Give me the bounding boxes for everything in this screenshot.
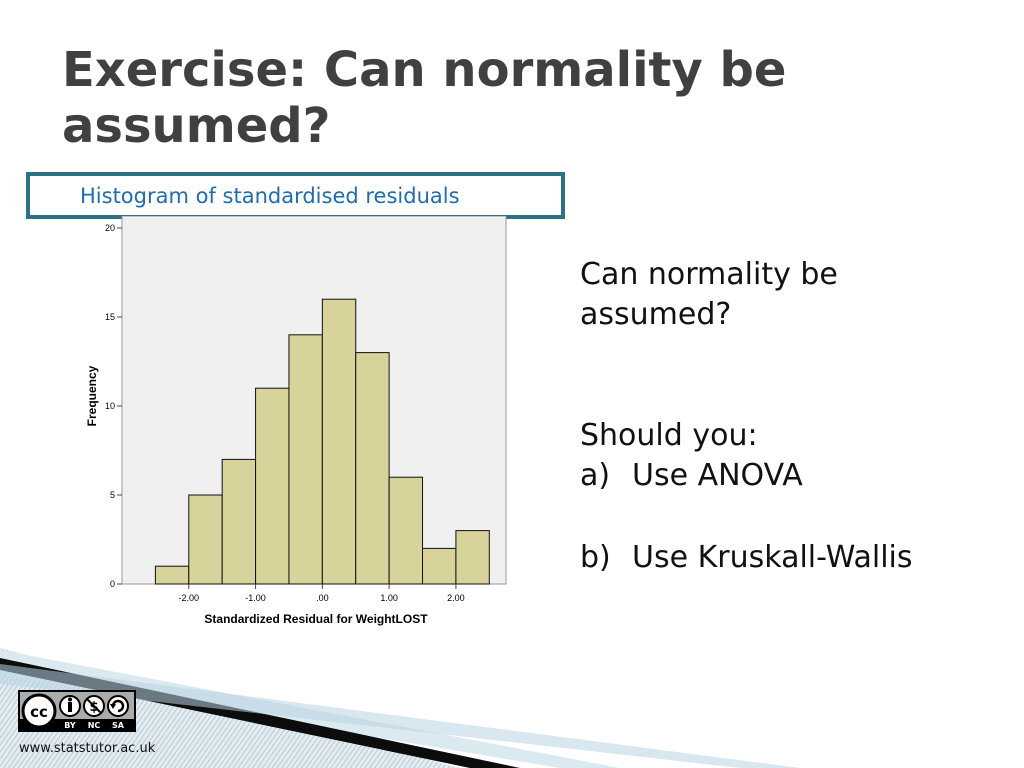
svg-text:$: $ <box>89 700 98 715</box>
license-graphic: cc $ BY NC SA <box>20 692 134 730</box>
histogram-bar-6 <box>355 352 390 585</box>
histogram-chart: 0 5 10 15 20 -2.00 -1.00 .00 1.00 2.00 Frequency… <box>85 216 507 626</box>
histogram-bar-9 <box>455 530 490 585</box>
y-axis-label: Frequency <box>85 365 99 426</box>
x-tick-label-1: -1.00 <box>245 593 266 603</box>
license-nc: NC <box>88 721 101 730</box>
x-tick-label-0: -2.00 <box>179 593 200 603</box>
decorative-stripes <box>0 648 800 768</box>
histogram-bar-0 <box>154 565 190 585</box>
x-axis-label: Standardized Residual for WeightLOST <box>204 612 428 626</box>
question-block: Can normality be assumed? Should you: a)… <box>580 255 1000 578</box>
svg-text:cc: cc <box>30 703 48 721</box>
y-tick-label-0: 0 <box>110 579 115 589</box>
x-tick-label-2: .00 <box>316 593 329 603</box>
histogram-bars <box>154 298 490 585</box>
question-line-2: assumed? <box>580 297 732 332</box>
x-axis-ticks: -2.00 -1.00 .00 1.00 2.00 <box>179 584 465 603</box>
y-tick-label-2: 10 <box>105 401 115 411</box>
histogram-bar-7 <box>388 476 424 585</box>
chart-caption: Histogram of standardised residuals <box>80 184 460 208</box>
histogram-bar-3 <box>255 387 290 585</box>
option-b-text: Use Kruskall-Wallis <box>632 540 913 575</box>
chart-caption-box: Histogram of standardised residuals <box>26 172 565 219</box>
histogram-bar-8 <box>422 547 457 585</box>
y-tick-label-3: 15 <box>105 312 115 322</box>
y-tick-label-4: 20 <box>105 223 115 233</box>
y-axis-ticks: 0 5 10 15 20 <box>105 223 122 589</box>
option-a-text: Use ANOVA <box>632 458 803 493</box>
option-b: b) Use Kruskall-Wallis <box>580 538 1000 578</box>
x-tick-label-3: 1.00 <box>380 593 398 603</box>
y-tick-label-1: 5 <box>110 490 115 500</box>
cc-by-nc-sa-icon: cc $ BY NC SA <box>18 690 136 732</box>
option-a: a) Use ANOVA <box>580 456 1000 496</box>
histogram-bar-5 <box>321 298 357 585</box>
license-sa: SA <box>112 721 125 730</box>
license-by: BY <box>64 721 76 730</box>
should-you-label: Should you: <box>580 418 758 453</box>
option-b-letter: b) <box>580 540 611 575</box>
histogram-bar-4 <box>288 334 323 585</box>
histogram-bar-2 <box>221 458 257 585</box>
x-tick-label-4: 2.00 <box>447 593 465 603</box>
question-line-1: Can normality be <box>580 257 838 292</box>
slide-title: Exercise: Can normality be assumed? <box>62 42 787 154</box>
site-url: www.statstutor.ac.uk <box>19 741 156 756</box>
histogram-bar-1 <box>188 494 223 585</box>
option-a-letter: a) <box>580 458 611 493</box>
